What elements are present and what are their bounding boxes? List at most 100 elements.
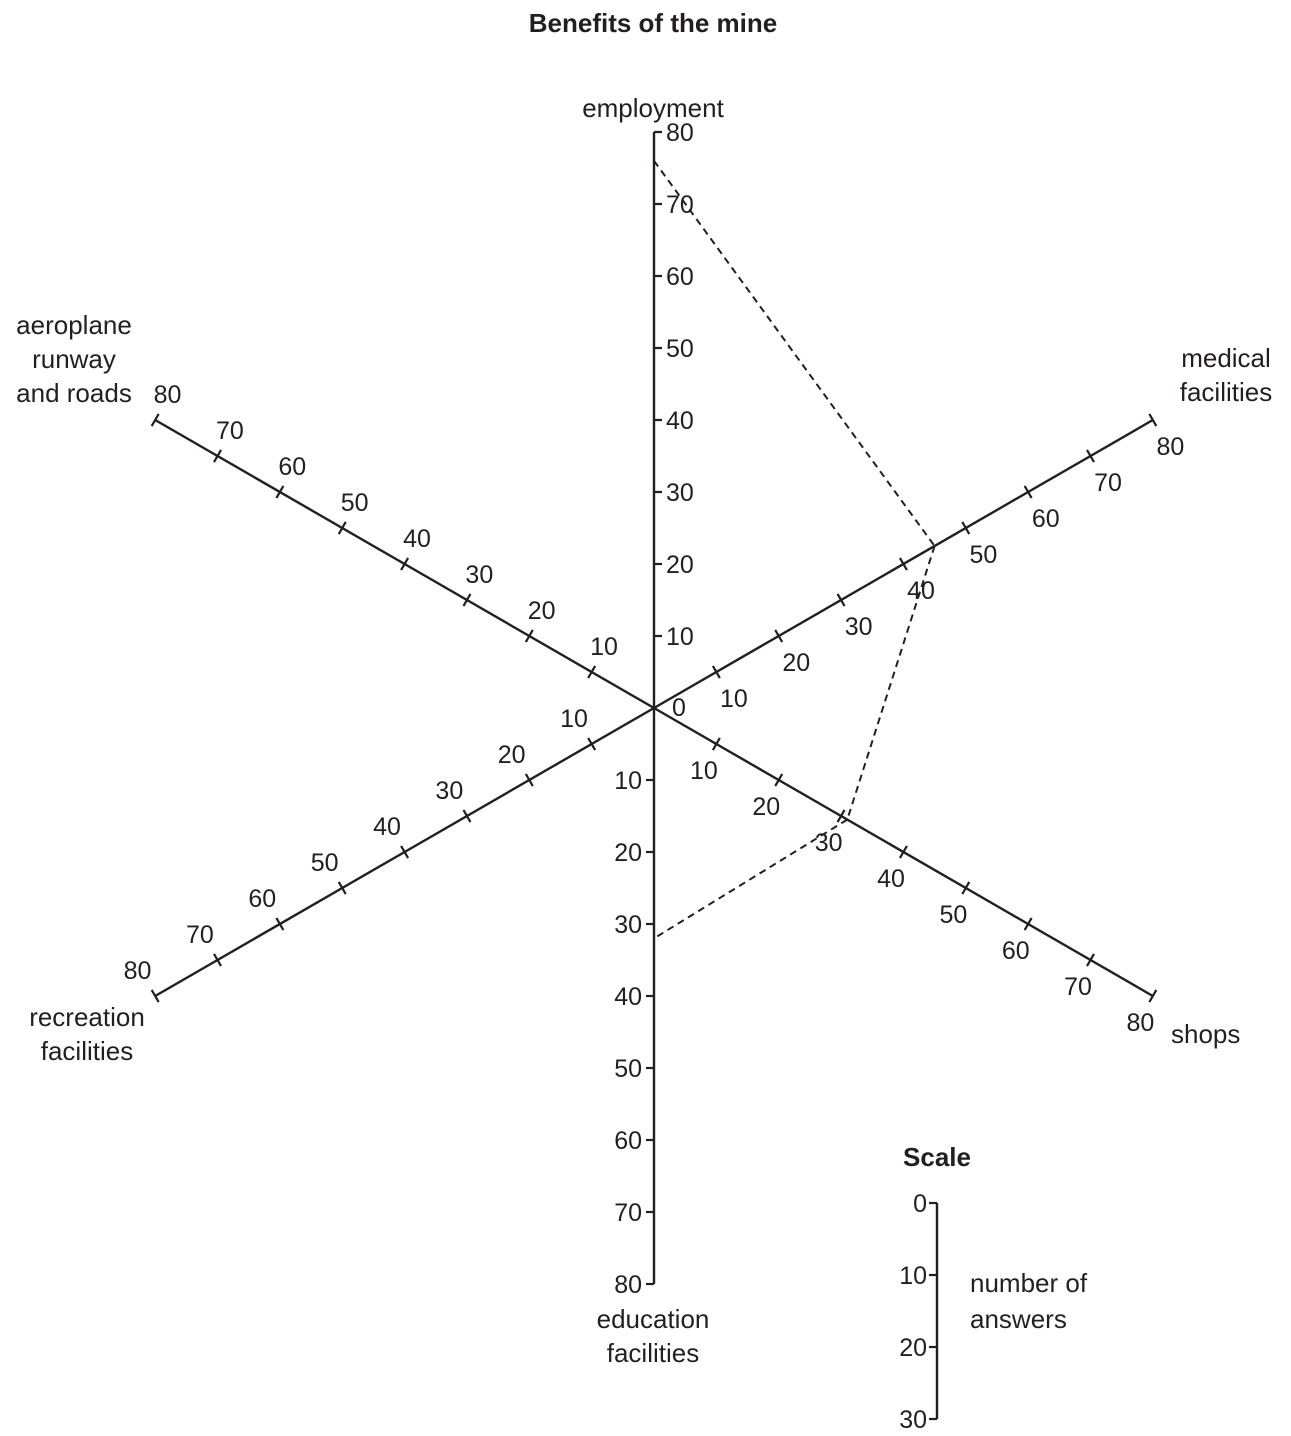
tick-label-medical-20: 20 — [782, 649, 810, 677]
tick-recreation-60 — [276, 918, 283, 930]
tick-label-shops-50: 50 — [939, 901, 967, 929]
tick-recreation-10 — [588, 738, 595, 750]
tick-label-medical-30: 30 — [845, 613, 873, 641]
tick-label-medical-80: 80 — [1157, 433, 1185, 461]
tick-label-medical-70: 70 — [1094, 469, 1122, 497]
tick-recreation-50 — [339, 882, 346, 894]
chart-title: Benefits of the mine — [529, 8, 777, 38]
tick-shops-30 — [838, 810, 845, 822]
tick-label-aeroplane-50: 50 — [341, 489, 369, 517]
tick-label-recreation-40: 40 — [373, 813, 401, 841]
tick-medical-80 — [1149, 414, 1156, 426]
scale-label: answers — [970, 1304, 1067, 1334]
tick-label-medical-40: 40 — [907, 577, 935, 605]
axis-label-aeroplane: runway — [32, 344, 116, 374]
tick-label-education-80: 80 — [614, 1271, 642, 1299]
tick-label-education-30: 30 — [614, 911, 642, 939]
tick-recreation-70 — [214, 954, 221, 966]
tick-label-recreation-80: 80 — [124, 957, 152, 985]
tick-label-shops-70: 70 — [1064, 973, 1092, 1001]
axis-label-aeroplane: aeroplane — [16, 310, 132, 340]
scale-tick-label-0: 0 — [913, 1190, 927, 1218]
tick-label-medical-60: 60 — [1032, 505, 1060, 533]
tick-label-recreation-50: 50 — [311, 849, 339, 877]
tick-label-medical-10: 10 — [720, 685, 748, 713]
tick-aeroplane-40 — [401, 558, 408, 570]
tick-shops-10 — [713, 738, 720, 750]
data-segment-0 — [654, 161, 935, 546]
tick-label-shops-60: 60 — [1002, 937, 1030, 965]
tick-label-employment-60: 60 — [666, 263, 694, 291]
tick-label-employment-80: 80 — [666, 119, 694, 147]
tick-label-aeroplane-40: 40 — [403, 525, 431, 553]
origin-label: 0 — [672, 694, 686, 722]
tick-label-employment-40: 40 — [666, 407, 694, 435]
tick-medical-40 — [900, 558, 907, 570]
tick-label-employment-50: 50 — [666, 335, 694, 363]
scale-tick-label-20: 20 — [899, 1334, 927, 1362]
tick-label-education-70: 70 — [614, 1199, 642, 1227]
tick-label-education-60: 60 — [614, 1127, 642, 1155]
tick-shops-70 — [1087, 954, 1094, 966]
tick-label-recreation-60: 60 — [248, 885, 276, 913]
tick-medical-60 — [1025, 486, 1032, 498]
tick-label-employment-20: 20 — [666, 551, 694, 579]
tick-shops-20 — [775, 774, 782, 786]
axis-label-aeroplane: and roads — [16, 378, 132, 408]
axis-label-education: education — [597, 1304, 710, 1334]
tick-label-education-40: 40 — [614, 983, 642, 1011]
axis-label-medical: facilities — [1180, 377, 1272, 407]
tick-shops-60 — [1025, 918, 1032, 930]
tick-aeroplane-70 — [214, 450, 221, 462]
tick-label-shops-30: 30 — [815, 829, 843, 857]
tick-label-aeroplane-30: 30 — [465, 561, 493, 589]
tick-label-shops-10: 10 — [690, 757, 718, 785]
tick-label-shops-80: 80 — [1127, 1009, 1155, 1037]
axis-label-education: facilities — [607, 1338, 699, 1368]
axis-label-recreation: recreation — [29, 1002, 145, 1032]
tick-aeroplane-10 — [588, 666, 595, 678]
tick-shops-50 — [962, 882, 969, 894]
tick-label-recreation-30: 30 — [435, 777, 463, 805]
tick-label-recreation-20: 20 — [498, 741, 526, 769]
data-series-group — [654, 161, 935, 939]
tick-label-recreation-10: 10 — [560, 705, 588, 733]
tick-label-education-50: 50 — [614, 1055, 642, 1083]
tick-medical-20 — [775, 630, 782, 642]
tick-aeroplane-20 — [526, 630, 533, 642]
tick-aeroplane-30 — [463, 594, 470, 606]
tick-medical-50 — [962, 522, 969, 534]
tick-medical-10 — [713, 666, 720, 678]
tick-aeroplane-60 — [276, 486, 283, 498]
tick-recreation-20 — [526, 774, 533, 786]
tick-label-medical-50: 50 — [969, 541, 997, 569]
tick-medical-30 — [838, 594, 845, 606]
tick-shops-40 — [900, 846, 907, 858]
tick-label-aeroplane-10: 10 — [590, 633, 618, 661]
tick-label-education-20: 20 — [614, 839, 642, 867]
tick-label-recreation-70: 70 — [186, 921, 214, 949]
tick-medical-70 — [1087, 450, 1094, 462]
tick-label-aeroplane-70: 70 — [216, 417, 244, 445]
tick-label-aeroplane-20: 20 — [528, 597, 556, 625]
tick-recreation-40 — [401, 846, 408, 858]
tick-recreation-30 — [463, 810, 470, 822]
tick-label-education-10: 10 — [614, 767, 642, 795]
tick-label-employment-70: 70 — [666, 191, 694, 219]
axes-group: 01020304050607080employment1020304050607… — [16, 93, 1272, 1368]
tick-label-shops-20: 20 — [752, 793, 780, 821]
scale-tick-label-30: 30 — [899, 1406, 927, 1431]
tick-recreation-80 — [152, 990, 159, 1002]
tick-aeroplane-80 — [152, 414, 159, 426]
axis-label-recreation: facilities — [41, 1036, 133, 1066]
tick-label-shops-40: 40 — [877, 865, 905, 893]
axis-label-shops: shops — [1171, 1019, 1240, 1049]
tick-label-employment-10: 10 — [666, 623, 694, 651]
axis-label-employment: employment — [582, 93, 724, 123]
scale-label: number of — [970, 1268, 1088, 1298]
tick-label-employment-30: 30 — [666, 479, 694, 507]
tick-aeroplane-50 — [339, 522, 346, 534]
